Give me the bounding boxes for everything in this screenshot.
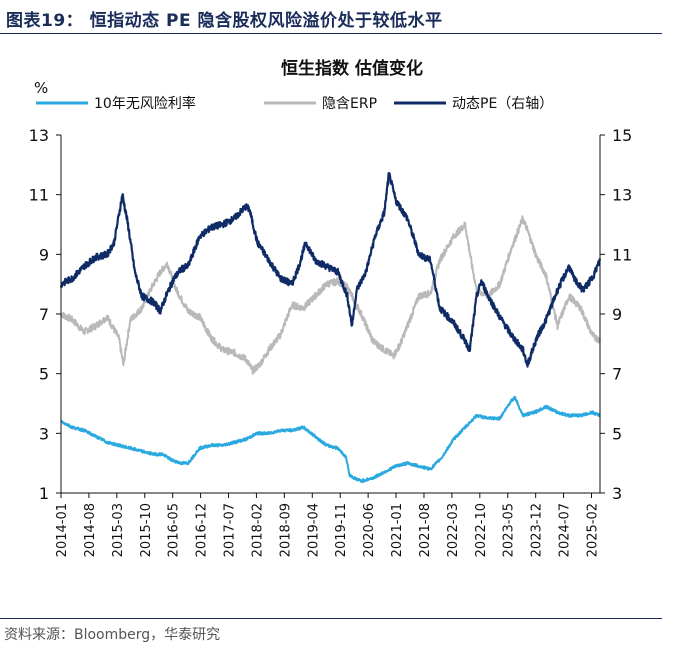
y-right-tick-label: 13: [612, 186, 632, 205]
x-tick-label: 2019-04: [306, 503, 321, 557]
legend-label-0: 10年无风险利率: [94, 95, 196, 112]
x-tick-label: 2024-07: [558, 503, 573, 557]
x-tick-label: 2017-07: [223, 503, 238, 557]
title-divider: [0, 33, 662, 34]
x-tick-label: 2023-05: [502, 503, 517, 557]
legend: 10年无风险利率 隐含ERP 动态PE（右轴）: [36, 95, 553, 112]
x-tick-label: 2019-11: [334, 503, 349, 557]
x-tick-label: 2016-12: [195, 503, 210, 557]
x-tick-label: 2022-10: [474, 503, 489, 557]
x-tick-label: 2021-01: [390, 503, 405, 557]
x-tick-label: 2025-02: [585, 503, 600, 557]
y-left-tick-label: 3: [39, 424, 49, 443]
x-tick-label: 2014-08: [83, 503, 98, 557]
chart: 恒生指数 估值变化 % 10年无风险利率 隐含ERP 动态PE（右轴） 135791…: [29, 58, 633, 557]
x-tick-label: 2018-09: [278, 503, 293, 557]
series-layer: [59, 171, 602, 483]
y-right-tick-label: 7: [612, 365, 622, 384]
legend-label-1: 隐含ERP: [322, 96, 377, 112]
y-right-tick-label: 11: [612, 245, 632, 264]
y-left-unit: %: [34, 79, 48, 97]
x-tick-label: 2021-08: [418, 503, 433, 557]
x-tick-label: 2016-05: [167, 503, 182, 557]
x-tick-label: 2018-02: [250, 503, 265, 557]
y-right-tick-label: 15: [612, 126, 632, 145]
x-tick-label: 2015-10: [139, 503, 154, 557]
source-divider: [0, 618, 662, 619]
y-left-tick-label: 9: [39, 245, 49, 264]
x-tick-label: 2014-01: [55, 503, 70, 557]
x-tick-label: 2020-06: [362, 503, 377, 557]
x-tick-label: 2023-12: [530, 503, 545, 557]
y-right-tick-label: 3: [612, 484, 622, 503]
figure-title: 图表19： 恒指动态 PE 隐含股权风险溢价处于较低水平: [6, 11, 443, 31]
series-line-0: [60, 395, 601, 483]
y-left-tick-label: 1: [39, 484, 49, 503]
y-right-tick-label: 5: [612, 424, 622, 443]
y-left-tick-label: 7: [39, 305, 49, 324]
x-tick-label: 2022-03: [446, 503, 461, 557]
series-line-2: [59, 171, 602, 368]
y-left-tick-label: 11: [29, 186, 49, 205]
y-left-tick-label: 13: [29, 126, 49, 145]
source-note: 资料来源：Bloomberg，华泰研究: [4, 627, 221, 643]
series-line-1: [60, 215, 601, 375]
chart-title: 恒生指数 估值变化: [281, 58, 423, 79]
x-tick-label: 2015-03: [111, 503, 126, 557]
y-right-tick-label: 9: [612, 305, 622, 324]
y-left-tick-label: 5: [39, 365, 49, 384]
legend-label-2: 动态PE（右轴）: [452, 96, 553, 112]
